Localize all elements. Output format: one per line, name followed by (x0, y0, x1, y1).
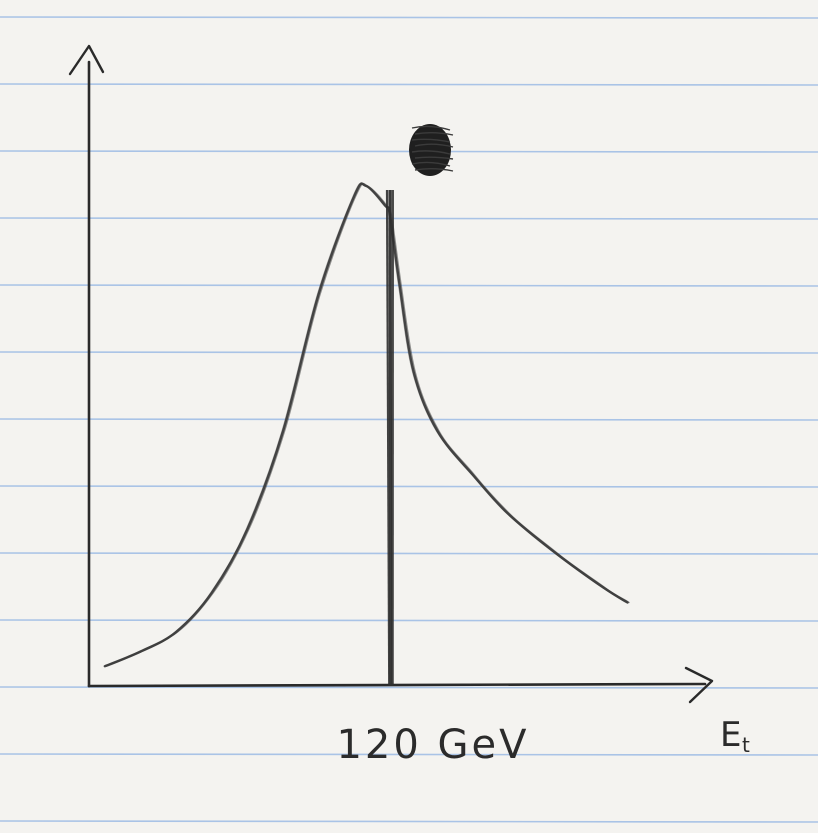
ruled-line (0, 418, 818, 421)
value-marker-line (385, 189, 394, 687)
ruled-line (0, 217, 818, 220)
dot-scribble (411, 138, 451, 143)
y-axis-arrow-icon (68, 44, 105, 76)
dot-scribble (411, 125, 451, 131)
ruled-line (0, 686, 818, 689)
x-axis-label: E (720, 715, 741, 755)
x-axis-label-subscript: t (742, 733, 750, 757)
ruled-line (0, 83, 818, 86)
distribution-curve (103, 182, 630, 668)
ruled-line (0, 619, 818, 622)
curve-sketch-stroke (106, 182, 630, 667)
marker-line-stroke (388, 189, 393, 687)
marker-line-stroke (385, 189, 391, 687)
ruled-line (0, 485, 818, 488)
dot-scribble (411, 161, 451, 167)
peak-dot-marker (409, 124, 454, 176)
curve-stroke (103, 182, 629, 668)
ruled-line (0, 150, 818, 153)
dot-scribble (411, 150, 451, 155)
ruled-lines (0, 16, 818, 823)
ruled-line (0, 16, 818, 19)
dot-scribble (414, 168, 454, 172)
x-axis-arrow-icon (684, 666, 714, 704)
curve-sketch-stroke (103, 183, 627, 667)
marked-value-label: 120 GeV (336, 722, 529, 768)
ruled-line (0, 820, 818, 823)
ruled-line (0, 552, 818, 555)
dot-scribble (414, 132, 454, 136)
dot-scribble (414, 143, 454, 148)
dot-scribble (414, 156, 454, 160)
x-axis (87, 682, 707, 688)
ruled-line (0, 284, 818, 287)
ruled-line (0, 753, 818, 756)
